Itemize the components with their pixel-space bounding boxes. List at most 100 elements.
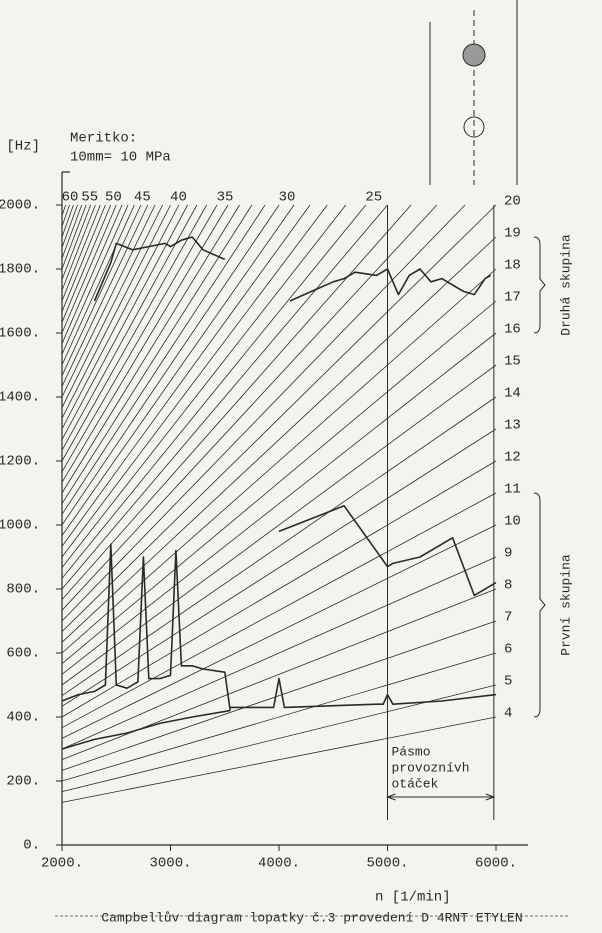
harmonic-label: 16 xyxy=(504,322,521,338)
y-tick-label: 600. xyxy=(6,646,40,662)
harmonic-label: 45 xyxy=(134,190,151,206)
y-tick-label: 1600. xyxy=(0,326,40,342)
x-tick-label: 3000. xyxy=(149,856,191,872)
group-bracket xyxy=(533,236,546,334)
harmonic-line xyxy=(61,204,135,366)
harmonic-line xyxy=(61,204,311,547)
x-axis-label: n [1/min] xyxy=(375,890,451,906)
blade-sketch xyxy=(429,0,518,185)
harmonic-label: 4 xyxy=(504,706,512,722)
scale-note: Meritko: xyxy=(70,131,137,147)
harmonic-line xyxy=(61,204,92,280)
harmonic-line xyxy=(61,428,497,707)
band-label: Pásmo xyxy=(392,744,431,759)
group-bracket xyxy=(533,492,546,718)
harmonic-line xyxy=(61,204,347,568)
group-label: Druhá skupina xyxy=(558,234,573,336)
harmonic-line xyxy=(61,204,163,408)
x-tick-label: 2000. xyxy=(41,856,83,872)
harmonic-line xyxy=(61,204,156,398)
harmonic-line xyxy=(61,524,497,739)
harmonic-line xyxy=(61,460,497,718)
harmonic-line xyxy=(61,204,198,451)
harmonic-line xyxy=(61,204,142,376)
harmonic-line xyxy=(61,204,295,536)
harmonic-line xyxy=(61,716,497,803)
harmonic-line xyxy=(61,204,280,526)
response-trace xyxy=(230,677,497,709)
y-axis-label: [Hz] xyxy=(6,139,40,155)
harmonic-label: 15 xyxy=(504,354,521,370)
harmonic-line xyxy=(61,204,180,430)
harmonic-line xyxy=(61,620,497,771)
harmonic-line xyxy=(61,204,149,387)
harmonic-line xyxy=(61,204,438,611)
scale-note: 10mm= 10 MPa xyxy=(70,150,171,166)
harmonic-label: 7 xyxy=(504,610,512,626)
chart-title: Campbellův diagram lopatky č.3 provedení… xyxy=(101,910,522,925)
response-trace xyxy=(289,268,492,302)
x-tick-label: 5000. xyxy=(366,856,408,872)
harmonic-line xyxy=(61,268,497,654)
harmonic-line xyxy=(61,300,497,664)
harmonic-line xyxy=(61,492,497,729)
y-tick-label: 0. xyxy=(23,838,40,854)
sketch-hole xyxy=(463,116,485,138)
harmonic-line xyxy=(61,204,388,590)
harmonic-line xyxy=(61,204,328,558)
harmonic-line xyxy=(61,204,106,312)
harmonic-label: 50 xyxy=(105,190,122,206)
harmonic-line xyxy=(61,204,253,504)
y-tick-label: 1200. xyxy=(0,454,40,470)
harmonic-line xyxy=(61,204,70,227)
response-trace xyxy=(93,236,226,302)
harmonic-label: 13 xyxy=(504,418,521,434)
harmonic-label: 6 xyxy=(504,642,512,658)
harmonic-line xyxy=(61,332,497,675)
harmonic-line xyxy=(61,204,87,270)
group-label: První skupina xyxy=(558,554,573,656)
harmonic-line xyxy=(61,204,67,216)
x-tick-label: 4000. xyxy=(258,856,300,872)
harmonic-label: 40 xyxy=(170,190,187,206)
harmonic-line xyxy=(61,204,412,600)
harmonic-label: 30 xyxy=(279,190,296,206)
harmonic-line xyxy=(61,364,497,686)
harmonic-line xyxy=(61,204,229,483)
y-tick-label: 400. xyxy=(6,710,40,726)
harmonic-line xyxy=(61,652,497,782)
sketch-hole xyxy=(462,43,486,67)
arrow-head xyxy=(386,793,396,801)
band-label: provoznívh xyxy=(392,760,470,775)
harmonic-line xyxy=(61,204,96,291)
response-trace xyxy=(61,709,231,750)
y-tick-label: 800. xyxy=(6,582,40,598)
harmonic-line xyxy=(61,204,83,259)
response-trace xyxy=(61,543,231,711)
harmonic-label: 60 xyxy=(62,190,79,206)
x-tick-label: 6000. xyxy=(475,856,517,872)
harmonic-line xyxy=(61,204,117,334)
harmonic-line xyxy=(61,204,74,238)
y-tick-label: 2000. xyxy=(0,198,40,214)
harmonic-label: 18 xyxy=(504,258,521,274)
harmonic-line xyxy=(61,204,129,355)
harmonic-line xyxy=(61,204,112,323)
harmonic-line xyxy=(61,204,78,248)
harmonic-label: 35 xyxy=(217,190,234,206)
harmonic-line xyxy=(61,204,123,344)
y-tick-label: 1000. xyxy=(0,518,40,534)
harmonic-label: 8 xyxy=(504,578,512,594)
harmonic-line xyxy=(61,396,497,696)
harmonic-label: 55 xyxy=(81,190,98,206)
harmonic-label: 12 xyxy=(504,450,521,466)
arrow-head xyxy=(485,793,496,801)
harmonic-line xyxy=(61,204,208,462)
harmonic-line xyxy=(61,204,466,622)
harmonic-label: 5 xyxy=(504,674,512,690)
harmonic-line xyxy=(61,204,266,515)
y-tick-label: 200. xyxy=(6,774,40,790)
harmonic-line xyxy=(61,204,101,302)
